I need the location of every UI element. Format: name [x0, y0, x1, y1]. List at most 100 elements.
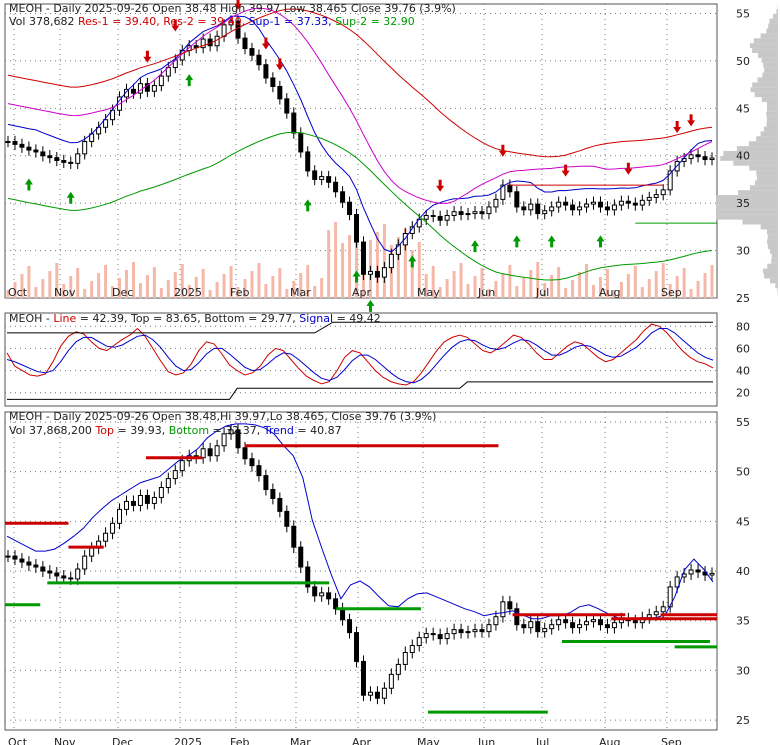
trend-band-line [6, 423, 714, 620]
low-candle-body-46 [326, 592, 332, 600]
buy-arrow-8 [303, 199, 312, 212]
top-y-tick-6: 55 [736, 7, 750, 20]
volume-bar-30 [215, 282, 219, 298]
volume-bar-64 [452, 271, 456, 298]
lower-panel-header-line2: Vol 37,868,200 Top = 39.93, Bottom = 32.… [9, 424, 342, 437]
top-candle-body-2 [19, 143, 25, 148]
low-month-label-6: Apr [352, 736, 372, 745]
volume-bar-92 [647, 279, 651, 298]
low-candle-body-68 [479, 629, 485, 633]
volume-profile-bar-45 [762, 72, 778, 78]
volume-bar-97 [682, 268, 686, 298]
top-month-label-11: Sep [661, 286, 682, 299]
volume-bar-72 [508, 265, 512, 298]
buy-arrow-0 [24, 178, 33, 191]
volume-bar-88 [619, 282, 623, 298]
buy-arrow-1 [66, 191, 75, 204]
price-panel-header-line1: MEOH - Daily 2025-09-26 Open 38.48 High … [9, 2, 456, 15]
top-candle-body-43 [305, 151, 311, 172]
low-candle-body-45 [319, 592, 325, 597]
low-candle-body-61 [430, 633, 436, 636]
volume-bar-25 [180, 264, 184, 298]
top-candle-body-67 [472, 211, 478, 215]
low-y-tick-2: 35 [736, 615, 750, 628]
sell-arrow-12 [436, 179, 445, 192]
top-candle-body-63 [444, 214, 450, 221]
volume-bar-69 [487, 289, 491, 298]
low-candle-body-93 [653, 611, 659, 616]
top-candle-body-9 [68, 161, 74, 164]
low-month-label-3: 2025 [174, 736, 202, 745]
top-candle-body-95 [667, 170, 673, 191]
low-candle-body-23 [165, 478, 171, 489]
lower-h1-part-0: MEOH - Daily 2025-09-26 Open 38.48,Hi 39… [9, 410, 436, 423]
low-candle-body-76 [535, 621, 541, 633]
top-candle-body-11 [82, 141, 88, 155]
volume-profile-bar-34 [764, 126, 778, 132]
sell-arrow-14 [498, 144, 507, 157]
top-candle-body-89 [625, 200, 631, 204]
buy-arrow-13 [471, 240, 480, 253]
volume-bar-100 [703, 273, 707, 298]
volume-bar-62 [438, 287, 442, 298]
volume-bar-93 [654, 271, 658, 298]
volume-profile-bar-35 [766, 121, 778, 127]
volume-profile-bar-11 [767, 239, 778, 245]
volume-bar-47 [334, 222, 338, 298]
volume-bar-26 [187, 285, 191, 298]
low-candle-body-43 [305, 566, 311, 588]
top-candle-body-101 [709, 157, 715, 161]
volume-bar-94 [661, 263, 665, 298]
low-candle-body-0 [5, 555, 11, 558]
top-candle-body-66 [465, 213, 471, 216]
volume-bar-70 [494, 281, 498, 298]
volume-bar-98 [689, 289, 693, 298]
volume-profile-bar-37 [766, 111, 778, 117]
volume-bar-80 [564, 288, 568, 298]
volume-bar-67 [473, 276, 477, 298]
volume-bar-57 [403, 229, 407, 298]
top-candle-body-3 [26, 146, 32, 151]
top-candle-body-69 [486, 206, 492, 215]
volume-bar-14 [104, 265, 108, 298]
top-candle-body-14 [103, 119, 109, 128]
volume-profile-bar-44 [757, 77, 778, 83]
volume-bar-56 [396, 237, 400, 298]
low-y-tick-6: 55 [736, 416, 750, 429]
top-candle-body-50 [354, 214, 360, 243]
volume-bar-24 [173, 272, 177, 298]
top-candle-body-47 [333, 181, 339, 193]
buy-arrow-10 [366, 299, 375, 312]
low-candle-body-67 [472, 629, 478, 633]
sell-arrow-3 [171, 19, 180, 32]
top-candle-body-56 [395, 244, 401, 255]
low-month-label-11: Sep [661, 736, 682, 745]
top-candle-body-7 [54, 157, 60, 161]
low-candle-body-28 [200, 448, 206, 459]
volume-bar-23 [166, 280, 170, 298]
volume-profile-bar-6 [767, 263, 778, 269]
top-candle-body-85 [597, 201, 603, 208]
volume-bar-95 [668, 284, 672, 298]
top-month-label-7: May [417, 286, 440, 299]
volume-bar-87 [612, 290, 616, 298]
low-month-label-8: Jun [477, 736, 495, 745]
volume-bar-41 [292, 281, 296, 298]
volume-bar-10 [76, 268, 80, 298]
low-candle-body-33 [235, 429, 241, 449]
osc-y-tick-3: 80 [736, 320, 750, 333]
low-candle-body-56 [395, 663, 401, 675]
low-candle-body-22 [158, 487, 164, 498]
low-candle-body-16 [117, 508, 123, 524]
low-month-label-5: Mar [290, 736, 311, 745]
volume-profile-bar-58 [776, 8, 778, 14]
volume-bar-0 [6, 290, 10, 298]
volume-bar-39 [278, 268, 282, 298]
low-candle-body-20 [144, 494, 150, 504]
low-candle-body-5 [40, 566, 46, 572]
low-candle-body-38 [270, 489, 276, 499]
osc-y-tick-2: 60 [736, 342, 750, 355]
price-h2-part-0: Vol 378,682 [9, 15, 78, 28]
low-candle-body-55 [388, 673, 394, 689]
